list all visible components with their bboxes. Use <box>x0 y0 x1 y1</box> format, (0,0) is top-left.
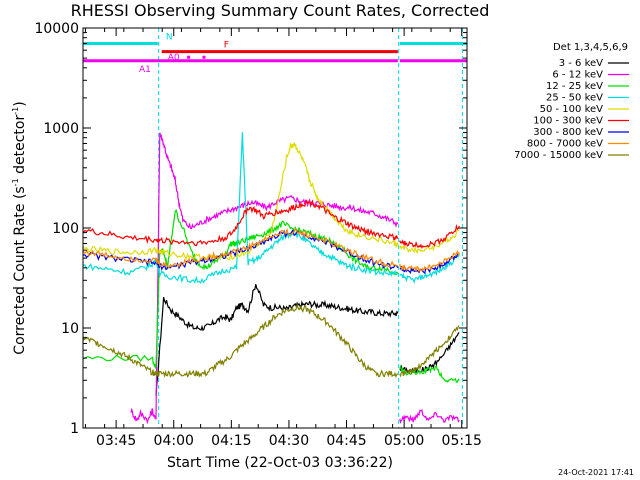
y-tick-label-2: 100 <box>52 221 79 237</box>
legend-label-0: 3 - 6 keV <box>559 58 603 69</box>
y-axis-label-sup1: -1 <box>11 178 20 186</box>
timestamp: 24-Oct-2021 17:41 <box>558 468 634 477</box>
x-tick-label-3: 04:30 <box>269 433 309 449</box>
axis-layer: 1 10 100 1000 10000 03:45 04:00 04:15 04:30 04:45… <box>34 21 481 449</box>
series-line-8 <box>82 302 399 379</box>
tail-line-5 <box>399 223 460 250</box>
series-line-0 <box>155 284 399 396</box>
series-line-4 <box>82 142 399 262</box>
x-tick-label-1: 04:00 <box>154 433 194 449</box>
legend-label-7: 800 - 7000 keV <box>527 139 603 150</box>
tail-line-4 <box>399 229 460 254</box>
tail-line-3 <box>399 253 460 284</box>
legend-label-3: 25 - 50 keV <box>546 93 603 104</box>
y-axis-label-main: Corrected Count Rate (s <box>12 186 28 354</box>
tail-line-2 <box>399 364 460 383</box>
x-axis-label: Start Time (22-Oct-03 03:36:22) <box>167 455 393 471</box>
tail-line-7 <box>399 249 460 273</box>
y-axis-label-end: ) <box>12 101 28 106</box>
y-axis-label-mid: detector <box>12 115 28 179</box>
series-line-5 <box>82 199 399 247</box>
x-tick-label-4: 04:45 <box>326 433 366 449</box>
series-layer <box>82 28 463 428</box>
y-tick-label-1: 10 <box>61 321 79 337</box>
flag-label-f: F <box>224 41 229 51</box>
flag-label-a1: A1 <box>139 65 151 75</box>
series-line-7 <box>82 227 398 269</box>
series-line-1 <box>130 132 399 425</box>
attenuator-label: A0 <box>168 53 180 63</box>
series-line-3 <box>82 132 399 284</box>
y-axis-label: Corrected Count Rate (s-1 detector-1) <box>11 101 28 354</box>
legend-header: Det 1,3,4,5,6,9 <box>553 42 628 53</box>
y-tick-label-3: 1000 <box>43 121 79 137</box>
tail-line-6 <box>399 252 460 275</box>
y-tick-label-4: 10000 <box>34 21 79 37</box>
flag-label-n: N <box>166 32 173 42</box>
legend-label-6: 300 - 800 keV <box>533 127 603 138</box>
attenuator-dot-1 <box>202 55 206 59</box>
x-tick-label-5: 05:00 <box>384 433 424 449</box>
attenuator-dot-0 <box>187 55 191 59</box>
legend-label-8: 7000 - 15000 keV <box>514 150 603 161</box>
y-axis-label-sup2: -1 <box>11 107 20 115</box>
legend-label-4: 50 - 100 keV <box>540 104 604 115</box>
legend-label-2: 12 - 25 keV <box>546 81 603 92</box>
y-tick-label-0: 1 <box>70 421 79 437</box>
flag-layer: N F A1 A0 <box>83 32 467 75</box>
legend-label-1: 6 - 12 keV <box>552 70 603 81</box>
tail-line-0 <box>399 332 460 374</box>
x-tick-label-6: 05:15 <box>442 433 482 449</box>
x-tick-label-0: 03:45 <box>96 433 136 449</box>
chart-title: RHESSI Observing Summary Count Rates, Co… <box>71 1 490 20</box>
tail-line-1 <box>399 409 460 425</box>
x-tick-label-2: 04:15 <box>211 433 251 449</box>
legend-label-5: 100 - 300 keV <box>533 116 603 127</box>
tail-line-8 <box>399 325 460 378</box>
